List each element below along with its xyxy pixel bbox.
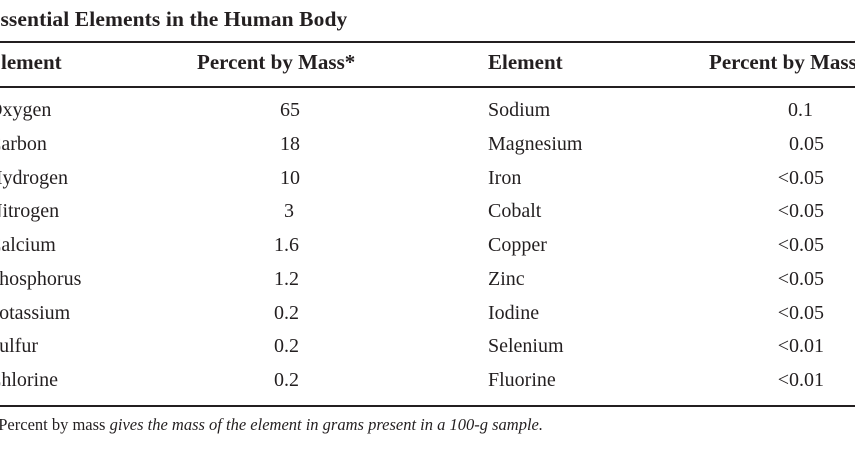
table-row-left-2-element: Hydrogen [0, 167, 68, 189]
table-row-right-6-percent: <0.05 [777, 302, 824, 324]
header-percent-left: Percent by Mass* [197, 50, 356, 74]
table-footnote: *Percent by mass gives the mass of the e… [0, 415, 543, 435]
table-row-right-5-element: Zinc [488, 268, 525, 290]
table-row-right-0-percent: 0.1 [788, 99, 813, 121]
table-row-left-1-percent: 18 [280, 133, 300, 155]
header-element-right: Element [488, 50, 563, 74]
table-row-left-4-percent: 1.6 [274, 234, 299, 256]
table-row-left-7-element: Sulfur [0, 335, 38, 357]
table-row-left-8-percent: 0.2 [274, 369, 299, 391]
table-title: Essential Elements in the Human Body [0, 7, 348, 31]
table-row-left-3-percent: 3 [284, 200, 294, 222]
table-row-right-4-element: Copper [488, 234, 547, 256]
table-row-left-0-element: Oxygen [0, 99, 52, 121]
table-row-right-5-percent: <0.05 [777, 268, 824, 290]
table-row-left-1-element: Carbon [0, 133, 47, 155]
table-row-right-0-element: Sodium [488, 99, 551, 121]
table-row-right-2-element: Iron [488, 167, 522, 189]
table-row-right-7-element: Selenium [488, 335, 564, 357]
table-row-right-8-percent: <0.01 [777, 369, 824, 391]
table-row-right-3-percent: <0.05 [777, 200, 824, 222]
table-row-left-5-element: Phosphorus [0, 268, 82, 290]
footnote-marker: *Percent by mass [0, 415, 106, 434]
header-element-left: Element [0, 50, 62, 74]
table-row-right-2-percent: <0.05 [777, 167, 824, 189]
table-row-left-0-percent: 65 [280, 99, 300, 121]
table-row-left-4-element: Calcium [0, 234, 56, 256]
table-row-left-6-percent: 0.2 [274, 302, 299, 324]
table-row-right-6-element: Iodine [488, 302, 540, 324]
table-row-left-5-percent: 1.2 [274, 268, 299, 290]
table-row-right-1-percent: 0.05 [789, 133, 824, 155]
table-row-right-3-element: Cobalt [488, 200, 542, 222]
table-row-left-3-element: Nitrogen [0, 200, 60, 222]
table-row-left-2-percent: 10 [280, 167, 300, 189]
table-row-left-6-element: Potassium [0, 302, 71, 324]
table-row-right-4-percent: <0.05 [777, 234, 824, 256]
header-percent-right: Percent by Mass* [709, 50, 855, 74]
table-row-left-8-element: Chlorine [0, 369, 58, 391]
top-rule [0, 41, 855, 43]
table-row-right-1-element: Magnesium [488, 133, 583, 155]
table-row-right-8-element: Fluorine [488, 369, 556, 391]
table-row-left-7-percent: 0.2 [274, 335, 299, 357]
footnote-text: gives the mass of the element in grams p… [105, 415, 543, 434]
bottom-rule [0, 405, 855, 407]
header-rule [0, 86, 855, 88]
table-row-right-7-percent: <0.01 [777, 335, 824, 357]
